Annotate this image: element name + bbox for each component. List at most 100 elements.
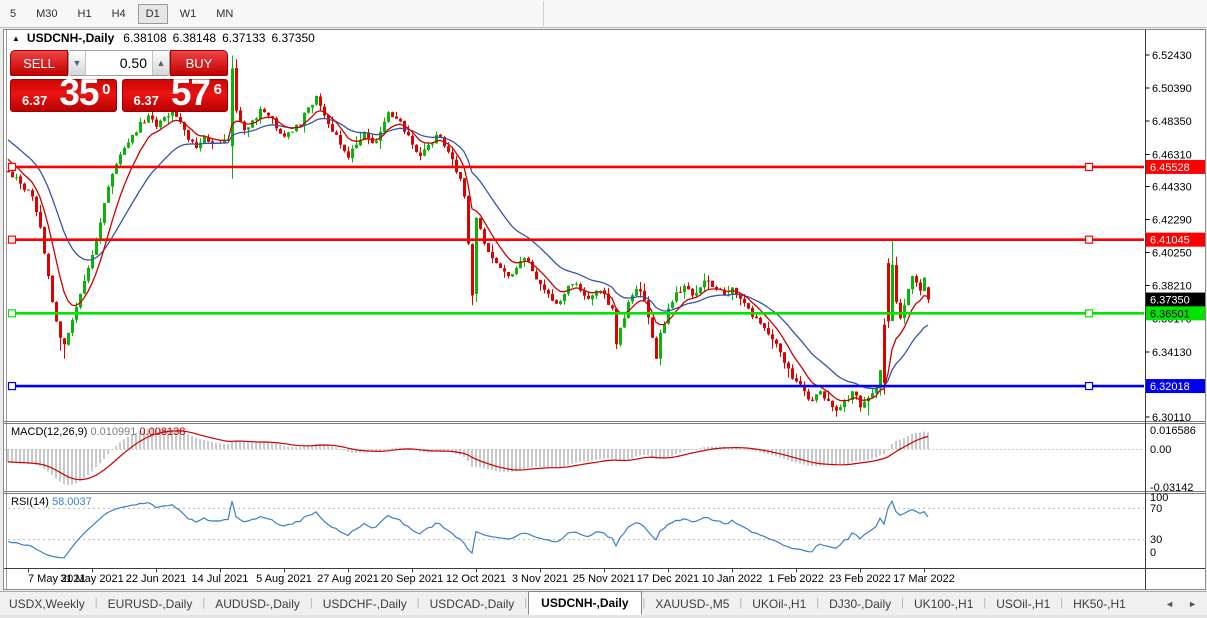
levels-layer: [7, 162, 1144, 391]
macd-axis-label: 0.00: [1150, 444, 1171, 456]
sell-button[interactable]: SELL: [10, 50, 68, 76]
date-tick-label: 3 Nov 2021: [512, 573, 568, 585]
level-handle[interactable]: [1084, 381, 1094, 391]
date-tick-label: 27 Aug 2021: [317, 573, 379, 585]
tab-scroll-arrows: ◄ ►: [1165, 592, 1207, 615]
volume-decrease-button[interactable]: ▼: [69, 51, 86, 75]
level-price-chip-text: 6.32018: [1150, 381, 1190, 393]
timeframe-d1-button[interactable]: D1: [137, 3, 168, 24]
price-tick-label: 6.34130: [1152, 347, 1192, 359]
rsi-axis-label: 100: [1150, 492, 1168, 504]
rsi-value: 58.0037: [51, 496, 92, 508]
tab-usoil-h1[interactable]: USOil-,H1: [996, 597, 1051, 611]
rsi-pane: [7, 499, 1144, 559]
rsi-axis-label: 30: [1150, 534, 1162, 546]
sell-price-prefix: 6.37: [22, 93, 48, 108]
date-tick-label: 17 Dec 2021: [637, 573, 699, 585]
macd-axis-label: -0.03142: [1150, 482, 1193, 494]
timeframe-h1-button[interactable]: H1: [70, 4, 100, 24]
buy-price-big: 57: [170, 72, 211, 113]
date-tick-label: 17 Mar 2022: [893, 573, 955, 585]
tab-uk100-h1[interactable]: UK100-,H1: [914, 597, 974, 611]
ohlc-low: 6.37133: [222, 31, 266, 45]
tab-separator: |: [524, 597, 528, 609]
date-tick-label: 23 Feb 2022: [829, 573, 891, 585]
level-handle[interactable]: [1084, 162, 1094, 172]
rsi-axis-label: 70: [1150, 503, 1162, 515]
caret-down-icon: ▼: [72, 58, 82, 68]
sell-price-tile[interactable]: 6.37 35 0: [10, 72, 117, 113]
chart-title: ▲ USDCNH-,Daily 6.38108 6.38148 6.37133 6.373…: [12, 31, 321, 45]
level-handle[interactable]: [7, 309, 17, 318]
buy-price-sup: 6: [213, 81, 222, 98]
tab-separator: |: [983, 597, 987, 609]
timeframe-5-button[interactable]: 5: [2, 4, 24, 24]
tab-separator: |: [642, 597, 646, 609]
timeframe-m30-button[interactable]: M30: [28, 4, 65, 24]
current-price-chip-text: 6.37350: [1150, 295, 1190, 307]
tab-ukoil-h1[interactable]: UKOil-,H1: [752, 597, 807, 611]
collapse-arrow-icon[interactable]: ▲: [12, 34, 20, 43]
macd-value-main: 0.010991: [90, 426, 137, 438]
buy-price-prefix: 6.37: [133, 93, 159, 108]
chart-tab-bar: USDX,Weekly | EURUSD-,Daily | AUDUSD-,Daily |…: [0, 591, 1207, 615]
volume-stepper: ▼ 0.50 ▲: [68, 50, 170, 76]
price-tick-label: 6.30110: [1152, 412, 1191, 424]
level-handle[interactable]: [7, 235, 17, 244]
price-tick-label: 6.44330: [1152, 181, 1192, 193]
date-tick-label: 14 Jul 2021: [192, 573, 249, 585]
level-price-chip-text: 6.41045: [1150, 235, 1190, 247]
date-tick-label: 5 Aug 2021: [256, 573, 312, 585]
buy-price-tile[interactable]: 6.37 57 6: [121, 72, 228, 113]
level-price-chip: [1146, 379, 1205, 394]
price-tick-label: 6.50390: [1152, 83, 1192, 95]
tab-usdchf-daily[interactable]: USDCHF-,Daily: [322, 597, 407, 611]
tab-separator: |: [901, 597, 904, 609]
tab-usdx-weekly[interactable]: USDX,Weekly: [9, 597, 85, 611]
level-handle[interactable]: [7, 162, 17, 172]
tabs-scroll-right-button[interactable]: ►: [1188, 598, 1197, 609]
level-price-chip: [1146, 306, 1205, 321]
date-tick-label: 7 May 2021: [28, 573, 85, 585]
level-price-chip: [1146, 159, 1205, 174]
timeframe-w1-button[interactable]: W1: [172, 4, 205, 24]
level-handle[interactable]: [1084, 235, 1094, 244]
tab-usdcad-daily[interactable]: USDCAD-,Daily: [429, 597, 515, 611]
toolbar-separator: [543, 1, 544, 26]
volume-increase-button[interactable]: ▲: [152, 51, 169, 75]
level-handle[interactable]: [1084, 309, 1094, 318]
price-tick-label: 6.48350: [1152, 116, 1192, 128]
sell-price-sup: 0: [102, 81, 111, 98]
status-bar: [0, 615, 1207, 618]
level-handle[interactable]: [7, 381, 17, 391]
price-tick-label: 6.52430: [1152, 50, 1192, 62]
one-click-trading-panel: SELL ▼ 0.50 ▲ BUY 6.37 35 0 6.37 57 6: [10, 50, 228, 113]
tab-separator: |: [816, 597, 820, 609]
tab-audusd-daily[interactable]: AUDUSD-,Daily: [215, 597, 300, 611]
tab-hk50-h1[interactable]: HK50-,H1: [1073, 597, 1126, 611]
tabs-scroll-left-button[interactable]: ◄: [1165, 598, 1175, 609]
sell-price-big: 35: [59, 72, 99, 113]
tab-dj30-daily[interactable]: DJ30-,Daily: [829, 597, 892, 611]
tab-separator: |: [94, 597, 98, 609]
macd-name: MACD(12,26,9): [11, 426, 88, 438]
tab-usdcnh-daily[interactable]: USDCNH-,Daily: [528, 591, 642, 615]
tab-eurusd-daily[interactable]: EURUSD-,Daily: [107, 597, 193, 611]
timeframe-h4-button[interactable]: H4: [104, 4, 134, 24]
tab-xauusd-m5[interactable]: XAUUSD-,M5: [655, 597, 730, 611]
level-price-chip: [1146, 232, 1205, 247]
ohlc-high: 6.38148: [172, 31, 217, 45]
date-tick-label: 10 Jan 2022: [702, 573, 763, 585]
buy-button[interactable]: BUY: [170, 50, 228, 76]
rsi-label: RSI(14) 58.0037: [11, 496, 92, 508]
tab-separator: |: [416, 597, 420, 609]
date-tick-label: 31 May 2021: [60, 573, 124, 585]
current-price-chip: [1146, 292, 1205, 307]
price-tick-label: 6.42290: [1152, 214, 1192, 226]
timeframe-mn-button[interactable]: MN: [208, 4, 241, 24]
tab-separator: |: [739, 597, 743, 609]
volume-input[interactable]: 0.50: [119, 55, 147, 71]
macd-label: MACD(12,26,9) 0.010991 0.008138: [11, 426, 185, 438]
